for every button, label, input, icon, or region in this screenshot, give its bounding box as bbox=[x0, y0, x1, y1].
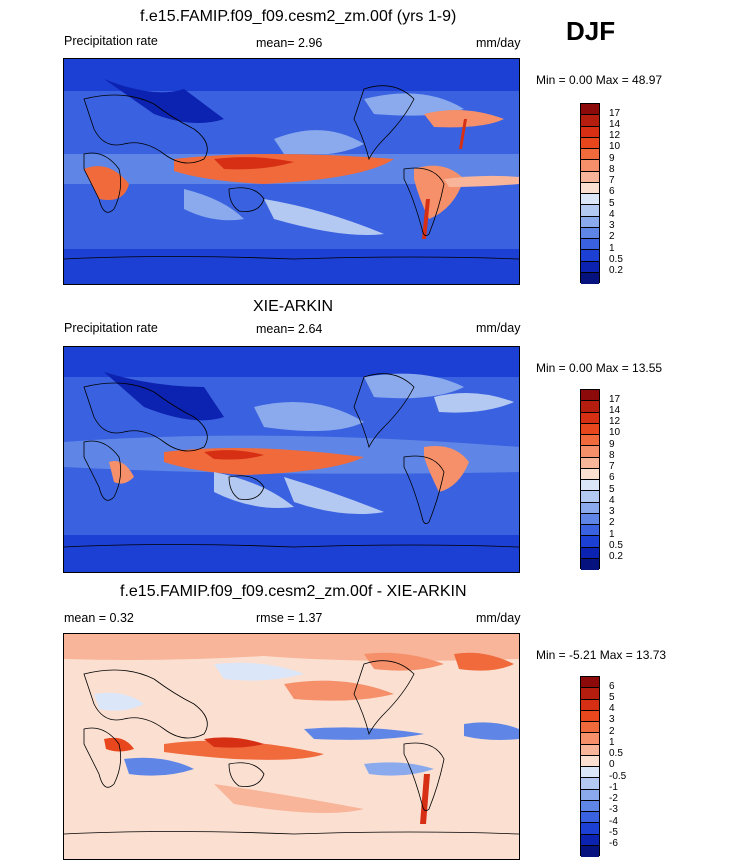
panel-3-cbar-label: 5 bbox=[609, 692, 615, 703]
panel-2-units: mm/day bbox=[476, 321, 521, 335]
panel-2-mean: mean= 2.64 bbox=[256, 322, 323, 336]
panel-1-colorbar bbox=[580, 103, 600, 284]
panel-1-title: f.e15.FAMIP.f09_f09.cesm2_zm.00f (yrs 1-… bbox=[140, 8, 457, 25]
panel-2-cbar-label: 10 bbox=[609, 427, 621, 438]
panel-2-cbar-label: 6 bbox=[609, 472, 615, 483]
panel-3-minmax: Min = -5.21 Max = 13.73 bbox=[536, 648, 667, 662]
panel-1-cbar-label: 0.2 bbox=[609, 265, 623, 276]
panel-1-cbar-label: 4 bbox=[609, 209, 615, 220]
panel-1-cbar-label: 3 bbox=[609, 220, 615, 231]
panel-2-left-label: Precipitation rate bbox=[64, 321, 158, 335]
panel-1-cbar-label: 0.5 bbox=[609, 254, 623, 265]
panel-3-mean: mean = 0.32 bbox=[64, 611, 134, 625]
panel-3-colorbar bbox=[580, 676, 600, 857]
panel-1-cbar-label: 5 bbox=[609, 198, 615, 209]
panel-3-cbar-label: -5 bbox=[609, 827, 618, 838]
panel-3-rmse: rmse = 1.37 bbox=[256, 611, 323, 625]
panel-1-map-svg bbox=[64, 59, 519, 284]
panel-1-cbar-label: 9 bbox=[609, 153, 615, 164]
panel-2-cbar-label: 1 bbox=[609, 529, 615, 540]
panel-3-cbar-label: 3 bbox=[609, 714, 615, 725]
panel-1-mean: mean= 2.96 bbox=[256, 36, 323, 50]
panel-1-left-label: Precipitation rate bbox=[64, 34, 158, 48]
panel-1-cbar-label: 7 bbox=[609, 175, 615, 186]
panel-3-cbar-label: 4 bbox=[609, 703, 615, 714]
panel-2-cbar-label: 14 bbox=[609, 405, 621, 416]
panel-1-cbar-label: 12 bbox=[609, 130, 621, 141]
panel-3-cbar-label: 2 bbox=[609, 726, 615, 737]
panel-1-map bbox=[63, 58, 520, 285]
panel-3-units: mm/day bbox=[476, 611, 521, 625]
panel-1-cbar-label: 17 bbox=[609, 108, 621, 119]
panel-2-colorbar bbox=[580, 389, 600, 570]
panel-1-cbar-label: 1 bbox=[609, 243, 615, 254]
panel-1-cbar-label: 8 bbox=[609, 164, 615, 175]
panel-3-cbar-label: -1 bbox=[609, 782, 618, 793]
panel-2-map bbox=[63, 346, 520, 573]
panel-2-cbar-label: 2 bbox=[609, 517, 615, 528]
panel-3-map bbox=[63, 633, 520, 860]
panel-1-cbar-label: 10 bbox=[609, 141, 621, 152]
panel-2-cbar-label: 12 bbox=[609, 416, 621, 427]
panel-1-cbar-label: 14 bbox=[609, 119, 621, 130]
panel-3-cbar-label: 0 bbox=[609, 759, 615, 770]
panel-2-cbar-label: 9 bbox=[609, 439, 615, 450]
panel-3-map-svg bbox=[64, 634, 519, 859]
panel-3-cbar-label: -0.5 bbox=[609, 771, 627, 782]
panel-3-cbar-label: -2 bbox=[609, 793, 618, 804]
panel-2-cbar-label: 5 bbox=[609, 484, 615, 495]
panel-1-cbar-label: 2 bbox=[609, 231, 615, 242]
panel-1-cbar-label: 6 bbox=[609, 186, 615, 197]
panel-2-cbar-label: 4 bbox=[609, 495, 615, 506]
panel-3-title: f.e15.FAMIP.f09_f09.cesm2_zm.00f - XIE-A… bbox=[120, 583, 467, 600]
panel-2-map-svg bbox=[64, 347, 519, 572]
panel-2-cbar-label: 0.5 bbox=[609, 540, 623, 551]
season-label: DJF bbox=[566, 16, 616, 46]
panel-2-cbar-label: 0.2 bbox=[609, 551, 623, 562]
panel-3-cbar-label: 1 bbox=[609, 737, 615, 748]
panel-2-title: XIE-ARKIN bbox=[253, 298, 334, 315]
panel-3-cbar-label: -6 bbox=[609, 838, 618, 849]
panel-3-cbar-label: -3 bbox=[609, 804, 618, 815]
panel-2-cbar-label: 8 bbox=[609, 450, 615, 461]
panel-2-cbar-label: 7 bbox=[609, 461, 615, 472]
panel-2-minmax: Min = 0.00 Max = 13.55 bbox=[536, 361, 663, 375]
panel-3-cbar-label: -4 bbox=[609, 816, 618, 827]
panel-1-minmax: Min = 0.00 Max = 48.97 bbox=[536, 73, 663, 87]
panel-1-units: mm/day bbox=[476, 36, 521, 50]
panel-3-cbar-label: 0.5 bbox=[609, 748, 623, 759]
panel-2-cbar-label: 3 bbox=[609, 506, 615, 517]
panel-3-cbar-label: 6 bbox=[609, 681, 615, 692]
panel-2-cbar-label: 17 bbox=[609, 394, 621, 405]
